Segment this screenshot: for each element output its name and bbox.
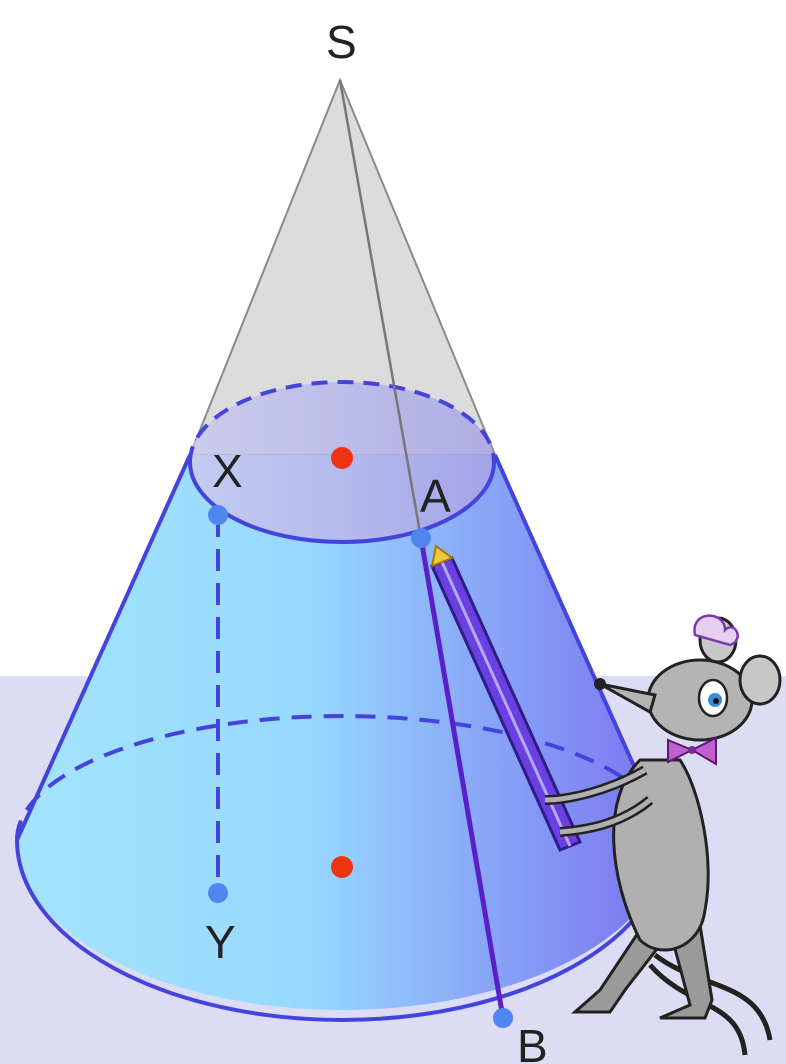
point-b — [493, 1008, 513, 1028]
segment-ab — [418, 537, 506, 1019]
top-section-front-edge — [188, 461, 496, 544]
label-b: B — [517, 1020, 548, 1064]
point-y — [208, 883, 228, 903]
top-center-point — [331, 447, 353, 469]
point-a — [411, 528, 431, 548]
label-s: S — [326, 16, 357, 68]
left-slant-edge — [15, 454, 192, 841]
label-a: A — [420, 470, 451, 522]
generator-sa — [338, 79, 423, 539]
label-x: X — [212, 445, 243, 497]
point-x — [208, 505, 228, 525]
top-section-back-edge — [188, 380, 496, 463]
base-front-edge — [15, 839, 669, 1022]
base-back-edge — [15, 714, 669, 841]
frustum-body — [17, 455, 667, 1010]
label-y: Y — [205, 916, 236, 968]
mouse-illustration — [544, 614, 782, 1056]
base-center-point — [331, 856, 353, 878]
